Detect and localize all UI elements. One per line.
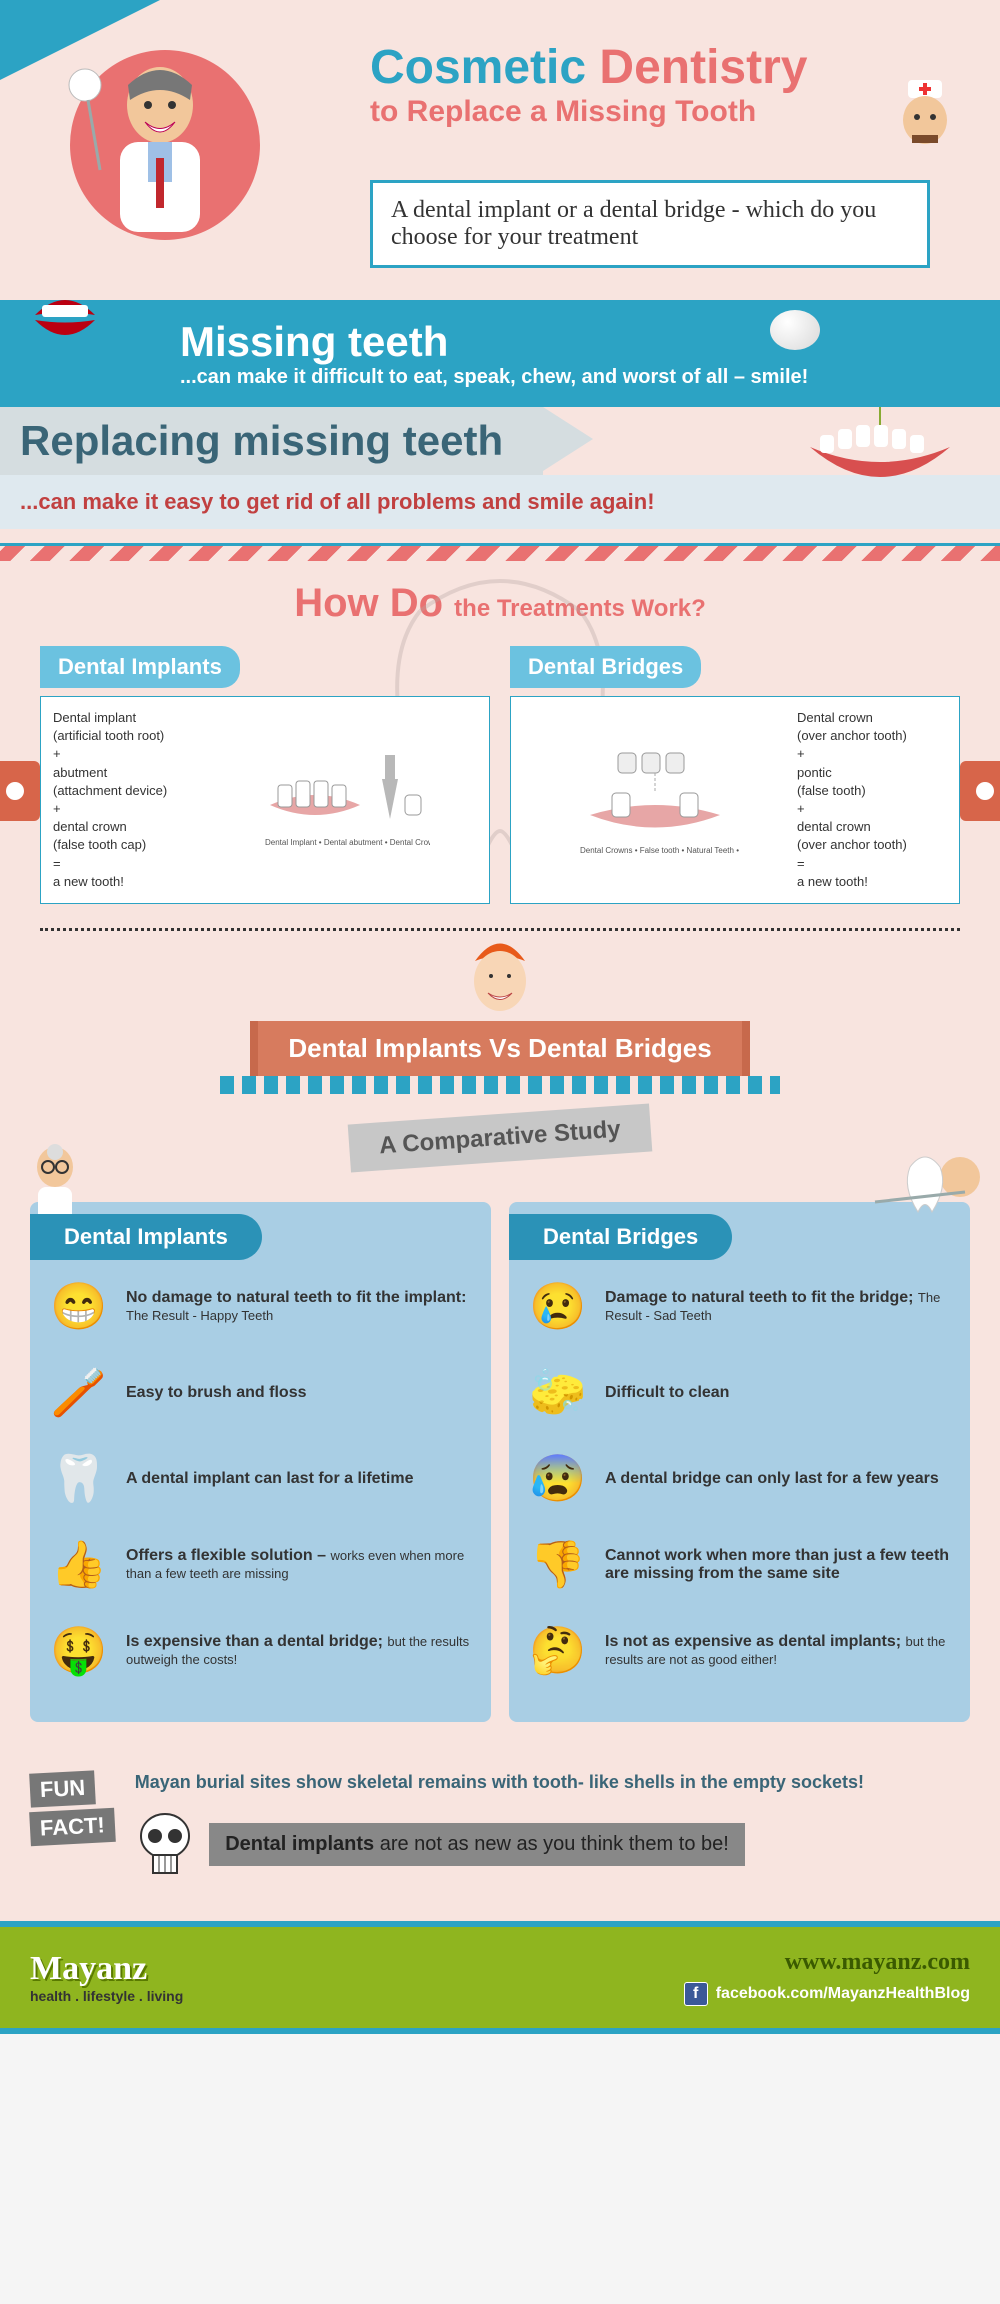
dentures-icon [30,285,100,345]
redhead-face-icon [455,931,545,1021]
page-title: Cosmetic Dentistry [370,40,807,95]
howdo-title: How Do the Treatments Work? [40,581,960,626]
side-rivet-left [0,761,40,821]
bridges-tab: Dental Bridges Dental Crowns • False too… [510,646,960,904]
lower-jaw-icon [800,407,960,527]
mint-icon [770,310,820,350]
dentist-illustration [40,30,260,250]
funfact-section: FUN FACT! Mayan burial sites show skelet… [0,1762,1000,1921]
how-do-section: How Do the Treatments Work? Dental Impla… [0,561,1000,1182]
implants-tab: Dental Implants Dental implant (artifici… [40,646,490,904]
missing-teeth-band: Missing teeth ...can make it difficult t… [0,300,1000,407]
brush-person-icon: 🪥 [44,1358,114,1428]
thumbs-down-icon: 👎 [523,1530,593,1600]
implants-tab-heading: Dental Implants [40,646,240,688]
nurse-icon [890,80,960,170]
funfact-badge: FUN FACT! [30,1772,115,1844]
implant-diagram: Dental Implant • Dental abutment • Denta… [260,735,430,865]
brand-tagline: health . lifestyle . living [30,1988,183,2004]
compare-item-text: No damage to natural teeth to fit the im… [126,1289,477,1325]
bridges-list: 😢 Damage to natural teeth to fit the bri… [523,1272,956,1686]
intro-box: A dental implant or a dental bridge - wh… [370,180,930,268]
comparative-study-chip: A Comparative Study [348,1103,652,1172]
svg-text:Dental Implant • Dental abutme: Dental Implant • Dental abutment • Denta… [265,838,430,847]
replacing-band: Replacing missing teeth ...can make it e… [0,407,1000,529]
compare-item-text: Is not as expensive as dental implants; … [605,1633,956,1669]
compare-item: 👍 Offers a flexible solution – works eve… [44,1530,477,1600]
implants-list: 😁 No damage to natural teeth to fit the … [44,1272,477,1686]
confused-face-icon: 🤔 [523,1616,593,1686]
band1-text: ...can make it difficult to eat, speak, … [180,366,960,389]
compare-item: 👎 Cannot work when more than just a few … [523,1530,956,1600]
bridges-panel: Dental Bridges 😢 Damage to natural teeth… [509,1202,970,1722]
compare-item: 😢 Damage to natural teeth to fit the bri… [523,1272,956,1342]
brand-name: Mayanz [30,1950,183,1988]
compare-item-text: Difficult to clean [605,1384,729,1402]
compare-item: 😰 A dental bridge can only last for a fe… [523,1444,956,1514]
svg-text:Dental Crowns • False tooth •: Dental Crowns • False tooth • Natural Te… [580,846,740,855]
band1-heading: Missing teeth [180,318,960,366]
money-face-icon: 🤑 [44,1616,114,1686]
bridge-diagram: Dental Crowns • False tooth • Natural Te… [570,735,740,865]
compare-item: 🪥 Easy to brush and floss [44,1358,477,1428]
thumbs-up-icon: 👍 [44,1530,114,1600]
vs-fringe [220,1076,780,1094]
funfact-bar: Dental implants are not as new as you th… [209,1823,745,1866]
compare-item: 🦷 A dental implant can last for a lifeti… [44,1444,477,1514]
side-rivet-right [960,761,1000,821]
bridges-tab-heading: Dental Bridges [510,646,701,688]
compare-item: 🤔 Is not as expensive as dental implants… [523,1616,956,1686]
implants-panel-heading: Dental Implants [30,1214,262,1260]
compare-item: 😁 No damage to natural teeth to fit the … [44,1272,477,1342]
skull-icon [135,1811,195,1881]
compare-section: Dental Implants 😁 No damage to natural t… [0,1182,1000,1762]
dentist-svg [40,30,260,250]
vs-section: Dental Implants Vs Dental Bridges A Comp… [40,931,960,1162]
tooth-tool-icon [870,1142,980,1242]
page-subtitle: to Replace a Missing Tooth [370,95,820,128]
divider-stripes [0,543,1000,561]
compare-item-text: A dental bridge can only last for a few … [605,1470,939,1488]
implant-formula: Dental implant (artificial tooth root) +… [53,709,203,891]
band2-heading: Replacing missing teeth [20,417,503,465]
implants-panel: Dental Implants 😁 No damage to natural t… [30,1202,491,1722]
worried-tooth-icon: 😰 [523,1444,593,1514]
website-url[interactable]: www.mayanz.com [684,1949,970,1976]
sad-tooth-icon: 😢 [523,1272,593,1342]
compare-item: 🤑 Is expensive than a dental bridge; but… [44,1616,477,1686]
bridges-panel-heading: Dental Bridges [509,1214,732,1260]
facebook-icon: f [684,1982,708,2006]
compare-item-text: Cannot work when more than just a few te… [605,1547,956,1583]
facebook-link[interactable]: f facebook.com/MayanzHealthBlog [684,1982,970,2006]
compare-item: 🧽 Difficult to clean [523,1358,956,1428]
compare-item-text: Easy to brush and floss [126,1384,306,1402]
bridge-formula: Dental crown (over anchor tooth) + ponti… [797,709,947,891]
compare-item-text: A dental implant can last for a lifetime [126,1470,413,1488]
scrub-person-icon: 🧽 [523,1358,593,1428]
compare-item-text: Offers a flexible solution – works even … [126,1547,477,1583]
vs-title: Dental Implants Vs Dental Bridges [250,1021,749,1076]
happy-teeth-icon: 😁 [44,1272,114,1342]
strong-tooth-icon: 🦷 [44,1444,114,1514]
compare-item-text: Damage to natural teeth to fit the bridg… [605,1289,956,1325]
funfact-text: Mayan burial sites show skeletal remains… [135,1772,970,1793]
footer: Mayanz health . lifestyle . living www.m… [0,1921,1000,2034]
hero-section: Cosmetic Dentistry to Replace a Missing … [0,0,1000,300]
compare-item-text: Is expensive than a dental bridge; but t… [126,1633,477,1669]
